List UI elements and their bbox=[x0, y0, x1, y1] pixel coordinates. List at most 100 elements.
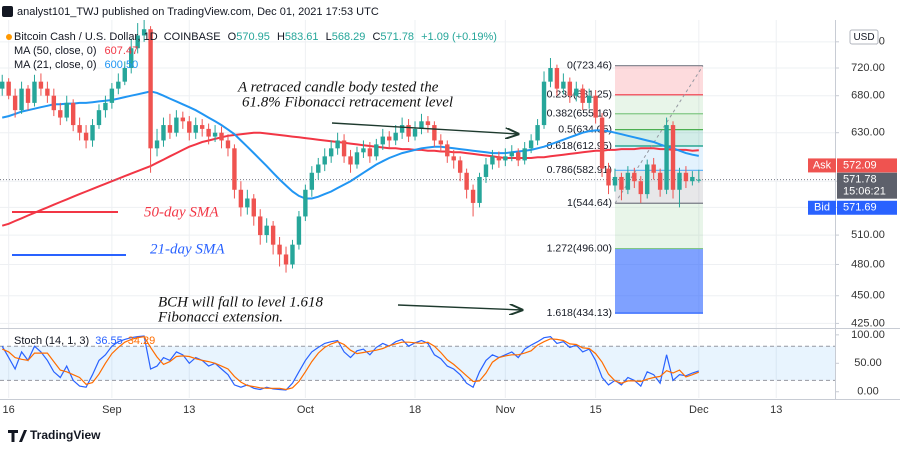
candle-body bbox=[541, 81, 547, 126]
candle-body bbox=[593, 95, 598, 118]
candle-body bbox=[0, 81, 5, 89]
countdown: 15:06:21 bbox=[843, 186, 886, 198]
ohlc-label: L bbox=[326, 31, 332, 43]
candle-body bbox=[445, 144, 450, 157]
x-tick-label: 15 bbox=[590, 404, 602, 416]
candle-body bbox=[161, 125, 166, 141]
candle-body bbox=[296, 216, 302, 245]
candle-body bbox=[238, 189, 244, 208]
candle-body bbox=[651, 164, 656, 173]
fib-label: 0.786(582.91) bbox=[547, 164, 612, 176]
tv-logo bbox=[2, 6, 13, 17]
candle-body bbox=[393, 132, 398, 141]
candle-body bbox=[103, 102, 108, 111]
annotation: Fibonacci extension. bbox=[157, 309, 283, 325]
candle-body bbox=[380, 136, 385, 145]
candle-body bbox=[328, 148, 334, 157]
y-tick-label: 510.00 bbox=[851, 229, 885, 241]
candle-body bbox=[509, 152, 514, 157]
candle-body bbox=[180, 117, 186, 122]
candle-body bbox=[528, 140, 534, 149]
y-tick-label: 425.00 bbox=[851, 317, 885, 329]
annotation-arrow bbox=[397, 305, 522, 310]
candle-body bbox=[586, 95, 592, 103]
candle-body bbox=[174, 117, 179, 133]
candle-body bbox=[193, 125, 198, 133]
candle-body bbox=[632, 172, 637, 182]
stoch-k-value: 36.55 bbox=[95, 335, 123, 347]
moving-averages bbox=[0, 90, 835, 227]
fib-label: 1.618(434.13) bbox=[547, 307, 612, 319]
annotation: 61.8% Fibonacci retracement level bbox=[242, 94, 453, 110]
candle-body bbox=[516, 152, 521, 161]
y-tick-label: 480.00 bbox=[851, 258, 885, 270]
ohlc-label: O bbox=[228, 31, 237, 43]
candle-body bbox=[70, 102, 76, 126]
candle-body bbox=[567, 81, 573, 96]
fib-zone bbox=[615, 203, 703, 249]
candle-body bbox=[367, 148, 373, 157]
candle-body bbox=[264, 225, 269, 236]
footer-brand: TradingView bbox=[30, 428, 101, 442]
candle-body bbox=[322, 156, 327, 165]
candle-body bbox=[503, 156, 508, 161]
candle-body bbox=[12, 95, 18, 111]
candle-body bbox=[303, 189, 308, 217]
candle-body bbox=[361, 148, 366, 153]
candle-body bbox=[374, 144, 379, 157]
ohlc-change: +1.09 (+0.19%) bbox=[421, 31, 497, 43]
candle-body bbox=[548, 68, 553, 82]
candle-body bbox=[232, 148, 237, 190]
candle-body bbox=[606, 168, 611, 186]
candle-body bbox=[141, 29, 147, 36]
candle-body bbox=[599, 117, 605, 169]
candle-body bbox=[348, 156, 353, 165]
stoch-band bbox=[0, 346, 835, 381]
candle-body bbox=[657, 172, 663, 190]
candle-body bbox=[399, 125, 405, 133]
ohlc-close: 571.78 bbox=[380, 31, 414, 43]
candle-body bbox=[38, 81, 44, 89]
ohlc-open: 570.95 bbox=[236, 31, 270, 43]
stoch-line bbox=[1, 335, 700, 391]
candle-body bbox=[258, 216, 263, 236]
candle-body bbox=[619, 176, 624, 190]
candle-body bbox=[451, 156, 456, 161]
ohlc-low: 568.29 bbox=[332, 31, 366, 43]
x-tick-label: 13 bbox=[770, 404, 782, 416]
footer-logo bbox=[8, 430, 27, 442]
legend-ma50: MA (50, close, 0) 607.47 bbox=[14, 45, 138, 57]
fib-label: 0.236(681.25) bbox=[547, 89, 612, 101]
stoch-y-tick-label: 0.00 bbox=[857, 386, 878, 398]
ask-box bbox=[837, 158, 897, 173]
candle-body bbox=[32, 81, 37, 103]
candle-body bbox=[122, 68, 127, 82]
candle-body bbox=[167, 125, 173, 133]
sma21-label: 21-day SMA bbox=[150, 241, 225, 257]
candle-body bbox=[25, 88, 31, 103]
ma50-value: 607.47 bbox=[105, 45, 139, 57]
candle-body bbox=[387, 136, 392, 141]
fibonacci: 0(723.46)0.236(681.25)0.382(655.16)0.5(6… bbox=[547, 59, 704, 319]
x-tick-label: Sep bbox=[102, 404, 122, 416]
candle-body bbox=[77, 125, 82, 133]
fib-label: 0.618(612.95) bbox=[547, 140, 612, 152]
candle-body bbox=[129, 48, 134, 69]
publish-info: analyst101_TWJ published on TradingView.… bbox=[17, 6, 379, 18]
candle-body bbox=[438, 140, 444, 145]
fib-label: 0(723.46) bbox=[567, 59, 612, 71]
x-tick-label: Oct bbox=[297, 404, 314, 416]
candle-body bbox=[574, 88, 579, 96]
candle-body bbox=[335, 140, 340, 149]
bid-tag-label: Bid bbox=[814, 202, 830, 214]
last-price-box bbox=[837, 172, 897, 199]
candle-body bbox=[96, 110, 102, 126]
candle-body bbox=[277, 244, 282, 255]
candle-body bbox=[58, 110, 63, 118]
y-tick-label: 720.00 bbox=[851, 62, 885, 74]
legend-stoch: Stoch (14, 1, 3) 36.55 34.29 bbox=[14, 335, 155, 347]
candle-body bbox=[309, 172, 315, 190]
x-tick-label: 18 bbox=[409, 404, 421, 416]
